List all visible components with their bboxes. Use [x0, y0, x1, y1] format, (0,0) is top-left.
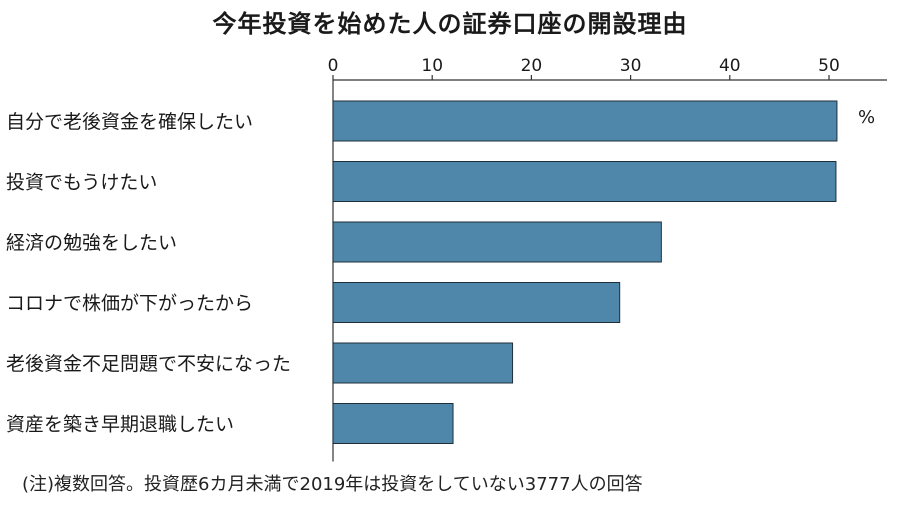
footnote: (注)複数回答。投資歴6カ月未満で2019年は投資をしていない3777人の回答 [22, 474, 643, 495]
x-tick-label: 30 [620, 56, 642, 76]
unit-label: % [858, 107, 875, 128]
category-label: 資産を築き早期退職したい [6, 414, 234, 436]
category-label: 経済の勉強をしたい [6, 232, 177, 254]
bar [332, 342, 514, 384]
bar [332, 100, 838, 142]
x-tick-label: 40 [719, 56, 741, 76]
category-label: 自分で老後資金を確保したい [6, 111, 253, 133]
bar [332, 282, 621, 323]
category-label: 老後資金不足問題で不安になった [6, 353, 291, 375]
bar [332, 221, 662, 263]
bars [332, 100, 838, 444]
category-labels: 自分で老後資金を確保したい投資でもうけたい経済の勉強をしたいコロナで株価が下がっ… [6, 111, 291, 436]
x-tick-label: 20 [521, 56, 543, 76]
x-tick-label: 10 [421, 56, 443, 76]
x-axis-ticks: 0 10 20 30 40 50 [328, 56, 887, 462]
bar [332, 161, 837, 202]
chart-title: 今年投資を始めた人の証券口座の開設理由 [212, 10, 688, 38]
x-tick-label: 50 [818, 56, 840, 76]
category-label: コロナで株価が下がったから [6, 293, 253, 315]
x-tick-label: 0 [328, 56, 339, 76]
bar [332, 403, 454, 444]
category-label: 投資でもうけたい [6, 172, 157, 194]
